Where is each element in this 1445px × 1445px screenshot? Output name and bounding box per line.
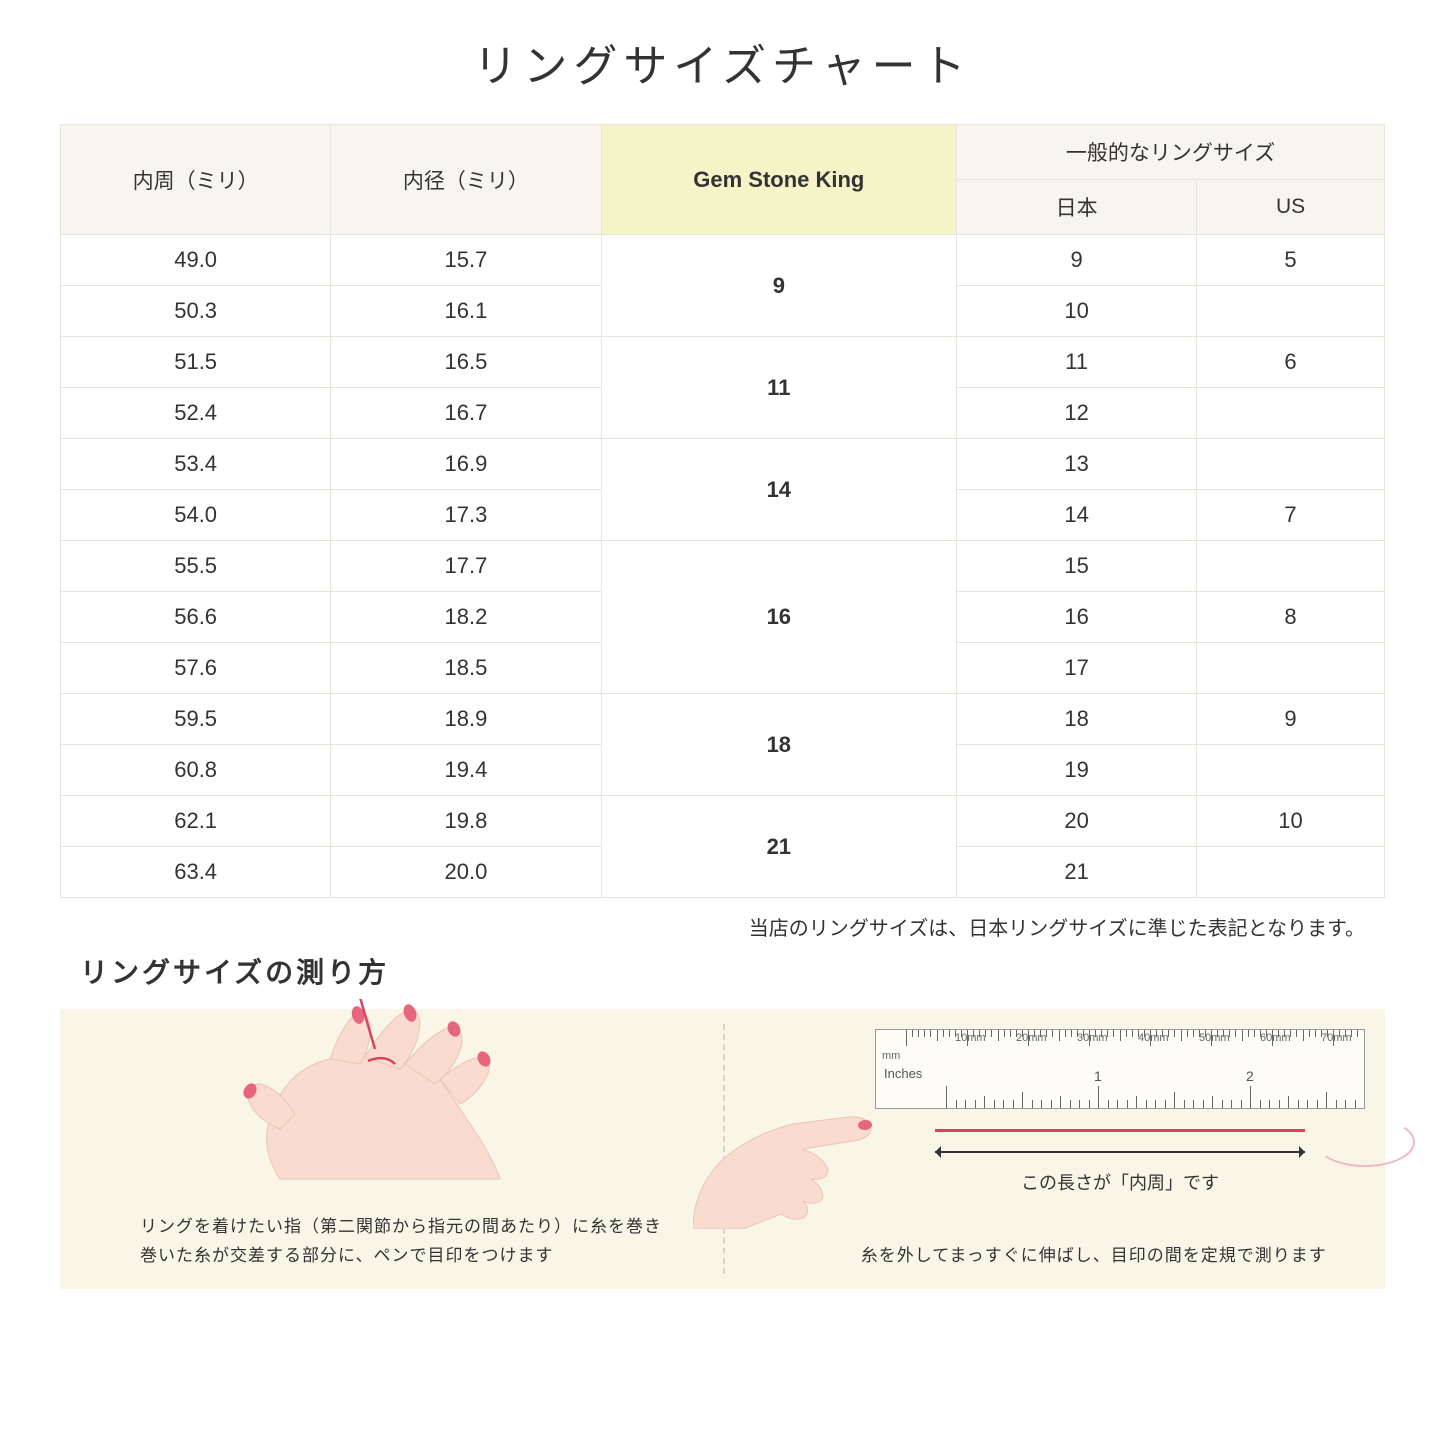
table-body: 49.015.799550.316.11051.516.51111652.416… bbox=[61, 235, 1385, 898]
cell-us: 8 bbox=[1197, 592, 1385, 643]
table-row: 53.416.91413 bbox=[61, 439, 1385, 490]
cell-circumference: 49.0 bbox=[61, 235, 331, 286]
cell-circumference: 62.1 bbox=[61, 796, 331, 847]
cell-circumference: 60.8 bbox=[61, 745, 331, 796]
cell-japan: 20 bbox=[957, 796, 1197, 847]
cell-gsk: 21 bbox=[601, 796, 957, 898]
cell-japan: 21 bbox=[957, 847, 1197, 898]
ruler-inches-label: Inches bbox=[884, 1066, 922, 1081]
cell-us: 9 bbox=[1197, 694, 1385, 745]
cell-us bbox=[1197, 847, 1385, 898]
header-circumference: 内周（ミリ） bbox=[61, 125, 331, 235]
cell-circumference: 55.5 bbox=[61, 541, 331, 592]
cell-us bbox=[1197, 541, 1385, 592]
header-diameter: 内径（ミリ） bbox=[331, 125, 601, 235]
cell-gsk: 18 bbox=[601, 694, 957, 796]
ruler-diagram: mm Inches 10mm20mm30mm40mm50mm60mm70mm12… bbox=[875, 1029, 1365, 1109]
cell-japan: 15 bbox=[957, 541, 1197, 592]
cell-japan: 12 bbox=[957, 388, 1197, 439]
instructions-panel: リングを着けたい指（第二関節から指元の間あたり）に糸を巻き巻いた糸が交差する部分… bbox=[60, 1009, 1385, 1289]
cell-japan: 16 bbox=[957, 592, 1197, 643]
cell-diameter: 19.4 bbox=[331, 745, 601, 796]
table-row: 55.517.71615 bbox=[61, 541, 1385, 592]
cell-us bbox=[1197, 439, 1385, 490]
note-text: 当店のリングサイズは、日本リングサイズに準じた表記となります。 bbox=[60, 912, 1385, 941]
hand-point-icon bbox=[693, 1069, 893, 1229]
cell-diameter: 18.9 bbox=[331, 694, 601, 745]
instruction-right-panel: mm Inches 10mm20mm30mm40mm50mm60mm70mm12… bbox=[723, 1009, 1386, 1289]
table-row: 49.015.7995 bbox=[61, 235, 1385, 286]
cell-diameter: 16.1 bbox=[331, 286, 601, 337]
cell-circumference: 54.0 bbox=[61, 490, 331, 541]
cell-us: 6 bbox=[1197, 337, 1385, 388]
cell-japan: 11 bbox=[957, 337, 1197, 388]
cell-us: 7 bbox=[1197, 490, 1385, 541]
instruction-right-text: 糸を外してまっすぐに伸ばし、目印の間を定規で測ります bbox=[843, 1242, 1346, 1271]
cell-diameter: 18.5 bbox=[331, 643, 601, 694]
cell-diameter: 20.0 bbox=[331, 847, 601, 898]
arrow-label: この長さが「内周」です bbox=[935, 1169, 1305, 1195]
thread-curl bbox=[1315, 1117, 1415, 1167]
instruction-left-panel: リングを着けたい指（第二関節から指元の間あたり）に糸を巻き巻いた糸が交差する部分… bbox=[60, 1009, 723, 1289]
cell-circumference: 51.5 bbox=[61, 337, 331, 388]
subtitle: リングサイズの測り方 bbox=[80, 951, 1385, 991]
table-row: 62.119.8212010 bbox=[61, 796, 1385, 847]
cell-japan: 14 bbox=[957, 490, 1197, 541]
cell-us bbox=[1197, 745, 1385, 796]
cell-japan: 18 bbox=[957, 694, 1197, 745]
cell-japan: 13 bbox=[957, 439, 1197, 490]
hand-wrap-icon bbox=[200, 999, 560, 1199]
header-general: 一般的なリングサイズ bbox=[957, 125, 1385, 180]
cell-gsk: 14 bbox=[601, 439, 957, 541]
table-row: 59.518.918189 bbox=[61, 694, 1385, 745]
cell-diameter: 17.7 bbox=[331, 541, 601, 592]
cell-japan: 9 bbox=[957, 235, 1197, 286]
cell-diameter: 16.5 bbox=[331, 337, 601, 388]
cell-us bbox=[1197, 388, 1385, 439]
cell-circumference: 56.6 bbox=[61, 592, 331, 643]
header-gsk: Gem Stone King bbox=[601, 125, 957, 235]
cell-diameter: 18.2 bbox=[331, 592, 601, 643]
instruction-left-text: リングを着けたい指（第二関節から指元の間あたり）に糸を巻き巻いた糸が交差する部分… bbox=[140, 1213, 683, 1271]
cell-japan: 19 bbox=[957, 745, 1197, 796]
cell-us: 10 bbox=[1197, 796, 1385, 847]
cell-circumference: 59.5 bbox=[61, 694, 331, 745]
cell-us: 5 bbox=[1197, 235, 1385, 286]
cell-japan: 10 bbox=[957, 286, 1197, 337]
header-japan: 日本 bbox=[957, 180, 1197, 235]
ruler-icon: mm Inches 10mm20mm30mm40mm50mm60mm70mm12 bbox=[875, 1029, 1365, 1109]
cell-gsk: 16 bbox=[601, 541, 957, 694]
cell-us bbox=[1197, 643, 1385, 694]
cell-circumference: 63.4 bbox=[61, 847, 331, 898]
table-row: 51.516.511116 bbox=[61, 337, 1385, 388]
cell-circumference: 52.4 bbox=[61, 388, 331, 439]
cell-japan: 17 bbox=[957, 643, 1197, 694]
thread-line bbox=[935, 1129, 1305, 1132]
cell-diameter: 17.3 bbox=[331, 490, 601, 541]
page-title: リングサイズチャート bbox=[60, 30, 1385, 94]
cell-gsk: 11 bbox=[601, 337, 957, 439]
size-chart-table: 内周（ミリ） 内径（ミリ） Gem Stone King 一般的なリングサイズ … bbox=[60, 124, 1385, 898]
cell-diameter: 16.7 bbox=[331, 388, 601, 439]
cell-diameter: 19.8 bbox=[331, 796, 601, 847]
cell-circumference: 57.6 bbox=[61, 643, 331, 694]
header-us: US bbox=[1197, 180, 1385, 235]
cell-diameter: 16.9 bbox=[331, 439, 601, 490]
measurement-arrow bbox=[935, 1151, 1305, 1153]
cell-us bbox=[1197, 286, 1385, 337]
cell-circumference: 53.4 bbox=[61, 439, 331, 490]
ruler-mm-unit: mm bbox=[882, 1050, 900, 1062]
cell-circumference: 50.3 bbox=[61, 286, 331, 337]
cell-diameter: 15.7 bbox=[331, 235, 601, 286]
cell-gsk: 9 bbox=[601, 235, 957, 337]
